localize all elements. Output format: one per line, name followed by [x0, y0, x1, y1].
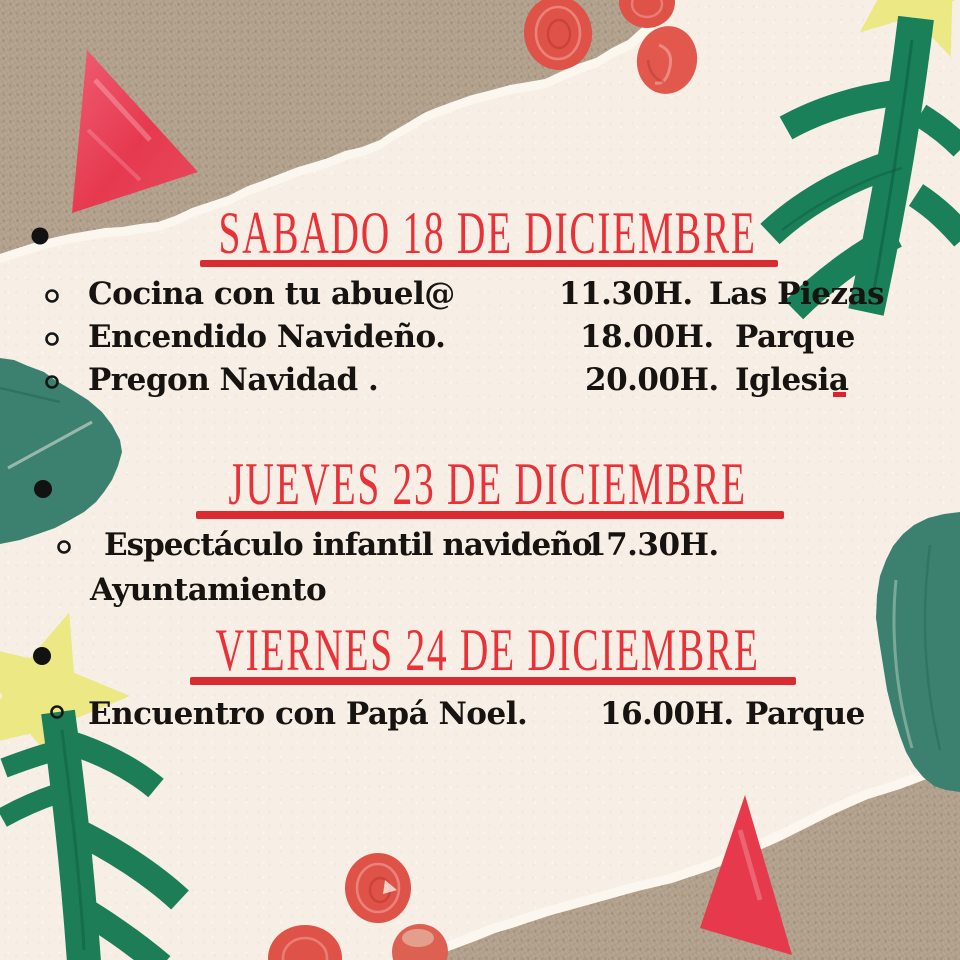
event-name: Encendido Navideño.: [88, 319, 446, 355]
event-row: Cocina con tu abuel@ 11.30H. Las Piezas: [0, 276, 960, 316]
section-title: JUEVES 23 DE DICIEMBRE: [228, 451, 747, 519]
bullet-dot: [34, 480, 52, 498]
event-row: Encendido Navideño. 18.00H. Parque: [0, 319, 960, 359]
christmas-tree-icon: [760, 15, 960, 320]
event-row: Ayuntamiento: [0, 572, 960, 612]
event-time: 11.30H.: [559, 276, 693, 312]
section-title: SABADO 18 DE DICIEMBRE: [218, 200, 757, 268]
event-row: Encuentro con Papá Noel. 16.00H. Parque: [0, 696, 960, 736]
event-place: Las Piezas: [709, 276, 885, 312]
section-title: VIERNES 24 DE DICIEMBRE: [215, 617, 760, 685]
christmas-tree-icon: [0, 709, 189, 960]
title-underline: [196, 511, 784, 519]
event-name: Cocina con tu abuel@: [88, 276, 455, 312]
star-icon: [0, 612, 130, 780]
event-row: Espectáculo infantil navideño. 17.30H.: [0, 527, 960, 567]
event-place: Iglesia: [735, 362, 849, 398]
event-name: Encuentro con Papá Noel.: [88, 696, 528, 732]
event-name: Pregon Navidad .: [88, 362, 379, 398]
event-place: Parque: [745, 696, 865, 732]
event-place: Parque: [735, 319, 855, 355]
event-time: 16.00H.: [600, 696, 734, 732]
event-place: Ayuntamiento: [90, 572, 327, 608]
title-underline: [190, 677, 796, 685]
event-row: Pregon Navidad . 20.00H. Iglesia: [0, 362, 960, 402]
title-underline: [200, 260, 778, 267]
star-icon: [854, 0, 960, 57]
berry-icon: [268, 853, 448, 960]
event-name: Espectáculo infantil navideño.: [104, 527, 602, 563]
bullet-dot: [33, 647, 51, 665]
event-time: 18.00H.: [580, 319, 714, 355]
event-time: 17.30H.: [585, 527, 719, 563]
event-time: 20.00H.: [585, 362, 719, 398]
red-underscore-mark: [833, 392, 846, 397]
